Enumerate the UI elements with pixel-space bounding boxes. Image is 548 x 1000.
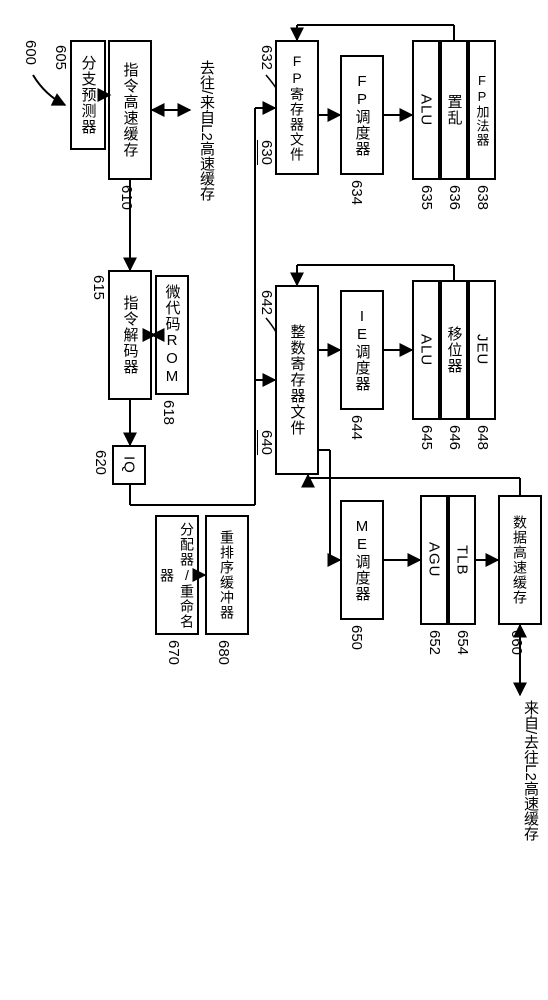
ref-instr-cache: 610 (118, 185, 135, 210)
ref-fp-adder: 638 (474, 185, 491, 210)
box-fp-regfile: FP寄存器文件 (275, 40, 319, 175)
figure-ref: 600 (22, 40, 39, 65)
ref-fp-scheduler: 634 (348, 180, 365, 205)
box-ie-jeu: JEU (468, 280, 496, 420)
box-instr-decoder: 指令解码器 (108, 270, 152, 400)
box-fp-adder: FP加法器 (468, 40, 496, 180)
label-data-cache: 数据高速缓存 (510, 515, 530, 605)
ref-instr-decoder: 615 (90, 275, 107, 300)
box-ie-alu: ALU (412, 280, 440, 420)
ref-me-scheduler: 650 (348, 625, 365, 650)
ref-fp-shuffle: 636 (446, 185, 463, 210)
box-ie-shifter: 移位器 (440, 280, 468, 420)
box-ie-scheduler: IE调度器 (340, 290, 384, 410)
box-branch-predictor: 分支预测器 (70, 40, 106, 150)
diagram-canvas: 600 分支预测器 605 指令高速缓存 610 指令解码器 615 微代码RO… (0, 0, 548, 1000)
label-allocator-renamer: 分配器/重命名器 (157, 517, 197, 633)
ref-branch-predictor: 605 (52, 45, 69, 70)
ref-fp-alu: 635 (418, 185, 435, 210)
label-l2-right: 来自/去往L2高速缓存 (520, 700, 541, 841)
ref-int-regfile: 642 (258, 290, 275, 315)
box-microcode-rom: 微代码ROM (155, 275, 189, 395)
box-int-regfile: 整数寄存器文件 (275, 285, 319, 475)
label-me-scheduler: ME调度器 (352, 518, 373, 602)
ref-ie-scheduler: 644 (348, 415, 365, 440)
ref-ie-jeu: 648 (474, 425, 491, 450)
box-data-cache: 数据高速缓存 (498, 495, 542, 625)
ref-int-group: 640 (258, 430, 275, 455)
ref-microcode-rom: 618 (160, 400, 177, 425)
box-tlb: TLB (448, 495, 476, 625)
label-microcode-rom: 微代码ROM (162, 284, 183, 386)
label-branch-predictor: 分支预测器 (78, 55, 99, 135)
label-instr-decoder: 指令解码器 (120, 295, 141, 375)
label-reorder-buffer: 重排序缓冲器 (217, 530, 237, 620)
label-fp-shuffle: 置乱 (444, 94, 465, 126)
label-agu: AGU (426, 542, 443, 578)
label-iq: IQ (121, 456, 138, 474)
label-ie-shifter: 移位器 (444, 326, 465, 374)
box-me-scheduler: ME调度器 (340, 500, 384, 620)
label-fp-adder: FP加法器 (473, 73, 492, 147)
ref-iq: 620 (92, 450, 109, 475)
ref-allocator-renamer: 670 (165, 640, 182, 665)
box-iq: IQ (112, 445, 146, 485)
ref-ie-alu: 645 (418, 425, 435, 450)
box-allocator-renamer: 分配器/重命名器 (155, 515, 199, 635)
ref-tlb: 654 (454, 630, 471, 655)
label-ie-scheduler: IE调度器 (352, 308, 373, 392)
label-tlb: TLB (454, 545, 471, 576)
label-fp-alu: ALU (418, 94, 435, 126)
label-instr-cache: 指令高速缓存 (120, 62, 141, 158)
box-agu: AGU (420, 495, 448, 625)
ref-reorder-buffer: 680 (215, 640, 232, 665)
label-ie-jeu: JEU (474, 334, 491, 365)
label-int-regfile: 整数寄存器文件 (287, 324, 308, 436)
label-fp-scheduler: FP调度器 (352, 73, 373, 157)
box-fp-scheduler: FP调度器 (340, 55, 384, 175)
ref-data-cache: 660 (508, 630, 525, 655)
box-reorder-buffer: 重排序缓冲器 (205, 515, 249, 635)
box-fp-alu: ALU (412, 40, 440, 180)
label-ie-alu: ALU (418, 334, 435, 366)
label-l2-left: 去往/来自L2高速缓存 (196, 60, 217, 201)
label-fp-regfile: FP寄存器文件 (287, 53, 307, 162)
ref-fp-group: 630 (258, 140, 275, 165)
ref-fp-regfile: 632 (258, 45, 275, 70)
ref-ie-shifter: 646 (446, 425, 463, 450)
box-fp-shuffle: 置乱 (440, 40, 468, 180)
box-instr-cache: 指令高速缓存 (108, 40, 152, 180)
ref-agu: 652 (426, 630, 443, 655)
